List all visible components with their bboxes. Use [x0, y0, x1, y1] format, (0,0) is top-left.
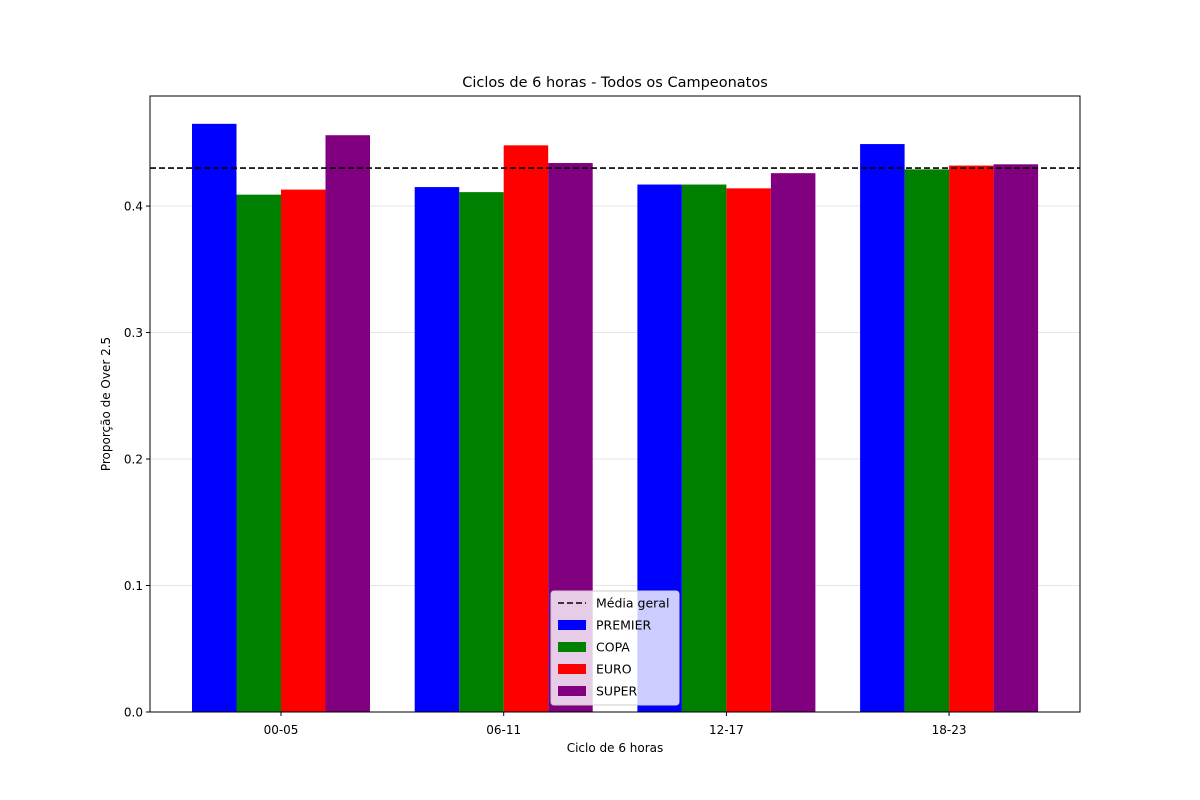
bar-copa-18-23: [904, 169, 950, 712]
x-tick-label: 12-17: [709, 723, 744, 737]
y-tick-label: 0.3: [124, 326, 143, 340]
bar-premier-06-11: [414, 187, 460, 712]
x-tick-label: 18-23: [932, 723, 967, 737]
bar-euro-00-05: [281, 189, 326, 713]
bar-copa-12-17: [681, 184, 727, 712]
bar-premier-18-23: [860, 144, 905, 713]
legend-swatch-super: [558, 686, 586, 696]
y-axis: 0.0 0.1 0.2 0.3 0.4: [124, 200, 150, 720]
y-tick-label: 0.0: [124, 706, 143, 720]
legend-swatch-copa: [558, 642, 586, 652]
plot-frame: [149, 95, 1081, 713]
bar-euro-12-17: [726, 188, 771, 712]
chart-title: Ciclos de 6 horas - Todos os Campeonatos: [462, 75, 768, 91]
legend-box: [550, 590, 680, 706]
legend-label-mean: Média geral: [596, 596, 669, 611]
y-tick-label: 0.4: [124, 200, 143, 214]
x-axis-label: Ciclo de 6 horas: [567, 741, 664, 755]
legend: Média geral PREMIER COPA EURO SUPER: [550, 590, 680, 706]
legend-label-premier: PREMIER: [596, 618, 651, 633]
legend-label-euro: EURO: [596, 662, 632, 677]
y-axis-label: Proporção de Over 2.5: [99, 337, 113, 471]
x-axis: 00-05 06-11 12-17 18-23: [264, 712, 967, 737]
x-tick-label: 00-05: [264, 723, 299, 737]
bar-euro-18-23: [949, 165, 994, 712]
bar-copa-00-05: [236, 194, 281, 712]
legend-label-super: SUPER: [596, 684, 638, 699]
x-tick-label: 06-11: [486, 723, 521, 737]
legend-swatch-euro: [558, 664, 586, 674]
bar-super-12-17: [770, 173, 816, 713]
bar-super-18-23: [993, 164, 1039, 712]
y-tick-label: 0.1: [124, 579, 143, 593]
y-tick-label: 0.2: [124, 453, 143, 467]
bar-super-00-05: [325, 135, 370, 713]
bars: [192, 123, 1039, 713]
bar-euro-06-11: [503, 145, 549, 713]
legend-swatch-premier: [558, 620, 586, 630]
bar-copa-06-11: [459, 192, 504, 713]
bar-premier-00-05: [192, 123, 237, 712]
legend-label-copa: COPA: [596, 640, 630, 655]
